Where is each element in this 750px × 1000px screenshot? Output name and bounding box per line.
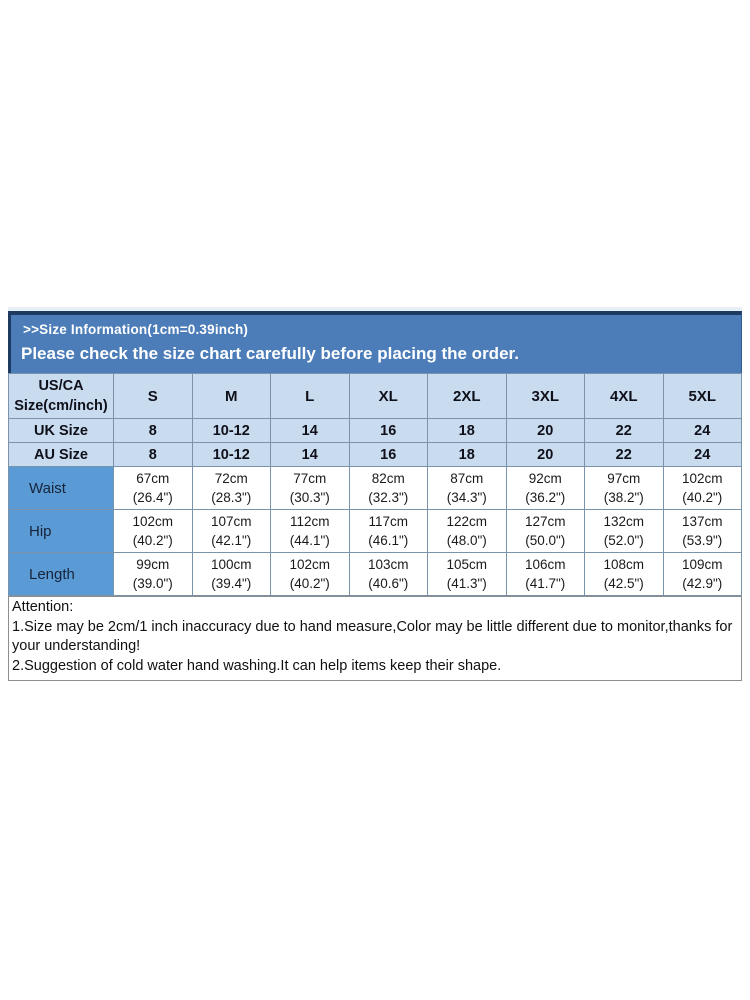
header-us-ca-line1: US/CA: [38, 377, 84, 394]
hip-value: 122cm (48.0"): [427, 509, 507, 553]
header-cell-us-ca: US/CA Size(cm/inch): [8, 373, 114, 419]
header-cell-size-3xl: 3XL: [505, 373, 585, 419]
size-chart-table: US/CA Size(cm/inch) S M L XL 2XL 3XL 4XL…: [8, 373, 742, 596]
waist-label: Waist: [8, 466, 114, 510]
length-value: 106cm (41.7"): [505, 552, 585, 596]
size-information-sheet: >>Size Information(1cm=0.39inch) Please …: [8, 307, 742, 681]
uk-size-value: 8: [113, 418, 193, 443]
au-size-row: AU Size 8 10-12 14 16 18 20 22 24: [8, 442, 742, 467]
hip-value: 112cm (44.1"): [270, 509, 350, 553]
header-cell-size-xl: XL: [348, 373, 428, 419]
header-cell-size-s: S: [113, 373, 193, 419]
length-row: Length 99cm (39.0") 100cm (39.4") 102cm (40…: [8, 552, 742, 596]
attention-note-2: 2.Suggestion of cold water hand washing.…: [12, 657, 502, 674]
banner-title: >>Size Information(1cm=0.39inch): [23, 322, 249, 337]
uk-size-value: 20: [505, 418, 585, 443]
au-size-label: AU Size: [8, 442, 114, 467]
uk-size-value: 16: [348, 418, 428, 443]
header-cell-size-l: L: [270, 373, 350, 419]
uk-size-value: 22: [584, 418, 664, 443]
waist-value: 102cm (40.2"): [662, 466, 742, 510]
length-value: 102cm (40.2"): [270, 552, 350, 596]
hip-value: 127cm (50.0"): [505, 509, 585, 553]
waist-row: Waist 67cm (26.4") 72cm (28.3") 77cm (30.3"…: [8, 466, 742, 510]
au-size-value: 24: [662, 442, 742, 467]
header-cell-size-2xl: 2XL: [427, 373, 507, 419]
waist-value: 72cm (28.3"): [191, 466, 271, 510]
hip-value: 107cm (42.1"): [191, 509, 271, 553]
uk-size-value: 18: [427, 418, 507, 443]
header-cell-size-m: M: [191, 373, 271, 419]
au-size-value: 14: [270, 442, 350, 467]
au-size-value: 16: [348, 442, 428, 467]
header-us-ca-line2: Size(cm/inch): [14, 398, 108, 414]
header-cell-size-4xl: 4XL: [584, 373, 664, 419]
length-value: 108cm (42.5"): [584, 552, 664, 596]
header-cell-size-5xl: 5XL: [662, 373, 742, 419]
au-size-value: 18: [427, 442, 507, 467]
waist-value: 67cm (26.4"): [113, 466, 193, 510]
au-size-value: 20: [505, 442, 585, 467]
table-header-row: US/CA Size(cm/inch) S M L XL 2XL 3XL 4XL…: [8, 373, 742, 419]
attention-box: Attention: 1.Size may be 2cm/1 inch inac…: [8, 596, 742, 681]
attention-heading: Attention:: [12, 599, 74, 615]
hip-value: 137cm (53.9"): [662, 509, 742, 553]
banner: >>Size Information(1cm=0.39inch) Please …: [8, 311, 742, 373]
waist-value: 82cm (32.3"): [348, 466, 428, 510]
au-size-value: 8: [113, 442, 193, 467]
waist-value: 77cm (30.3"): [270, 466, 350, 510]
attention-note-1: 1.Size may be 2cm/1 inch inaccuracy due …: [12, 618, 733, 655]
length-value: 99cm (39.0"): [113, 552, 193, 596]
au-size-value: 22: [584, 442, 664, 467]
uk-size-value: 24: [662, 418, 742, 443]
uk-size-label: UK Size: [8, 418, 114, 443]
uk-size-row: UK Size 8 10-12 14 16 18 20 22 24: [8, 418, 742, 443]
au-size-value: 10-12: [191, 442, 271, 467]
uk-size-value: 10-12: [191, 418, 271, 443]
uk-size-value: 14: [270, 418, 350, 443]
waist-value: 87cm (34.3"): [427, 466, 507, 510]
waist-value: 92cm (36.2"): [505, 466, 585, 510]
length-value: 103cm (40.6"): [348, 552, 428, 596]
hip-value: 102cm (40.2"): [113, 509, 193, 553]
waist-value: 97cm (38.2"): [584, 466, 664, 510]
hip-label: Hip: [8, 509, 114, 553]
hip-value: 117cm (46.1"): [348, 509, 428, 553]
top-edge-strip: [8, 307, 742, 311]
length-value: 109cm (42.9"): [662, 552, 742, 596]
length-label: Length: [8, 552, 114, 596]
hip-value: 132cm (52.0"): [584, 509, 664, 553]
banner-subtitle: Please check the size chart carefully be…: [21, 344, 519, 363]
hip-row: Hip 102cm (40.2") 107cm (42.1") 112cm (44.1…: [8, 509, 742, 553]
length-value: 100cm (39.4"): [191, 552, 271, 596]
length-value: 105cm (41.3"): [427, 552, 507, 596]
